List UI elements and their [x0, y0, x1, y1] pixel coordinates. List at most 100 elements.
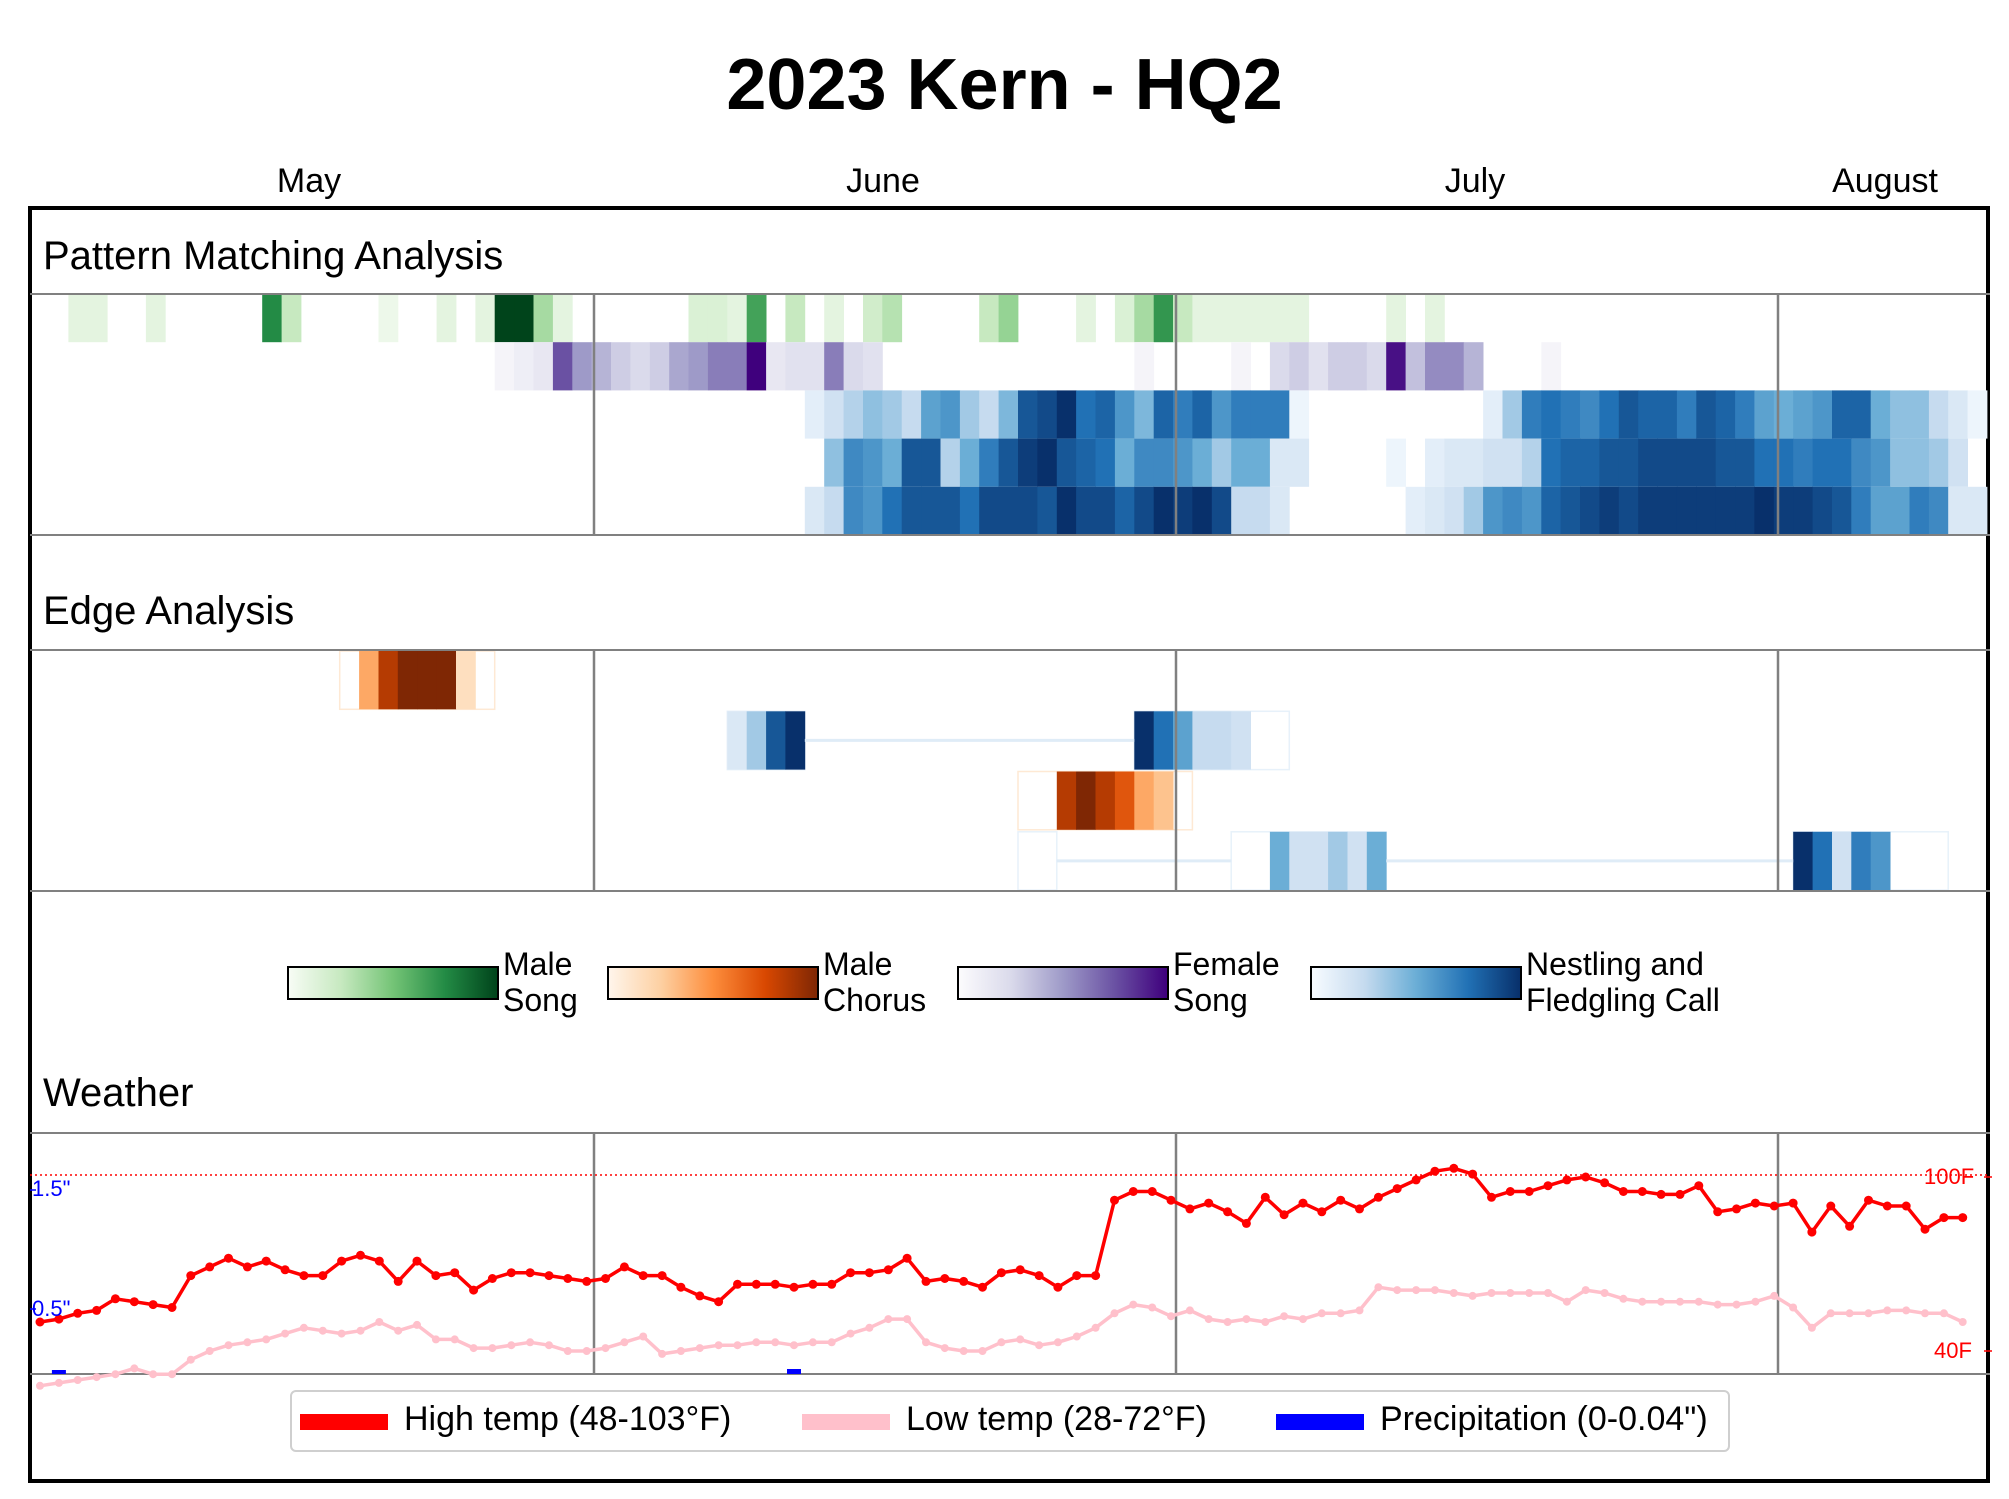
pattern-cell [1425, 294, 1445, 343]
high-temp-point [1128, 1187, 1138, 1196]
edge-cell [417, 651, 437, 710]
legend-label-low-temp: Low temp (28-72°F) [906, 1400, 1207, 1438]
low-temp-point [299, 1323, 308, 1332]
pattern-cell [863, 486, 883, 535]
edge-cell [1328, 831, 1348, 891]
pattern-cell [649, 342, 670, 391]
edge-cell [1832, 831, 1852, 891]
low-temp-point [375, 1318, 384, 1326]
pattern-cell [1793, 486, 1813, 535]
pattern-cell [940, 438, 961, 487]
pattern-cell [1560, 486, 1581, 535]
low-temp-point [1035, 1341, 1044, 1350]
low-temp-point [1430, 1286, 1439, 1295]
pattern-cell [1870, 390, 1891, 439]
pattern-cell [843, 438, 864, 487]
edge-cell [1231, 711, 1251, 770]
high-temp-point [261, 1256, 271, 1266]
high-temp-point [1392, 1184, 1402, 1194]
pattern-cell [1599, 390, 1620, 439]
pattern-cell [1114, 294, 1135, 343]
high-temp-point [337, 1256, 347, 1266]
pattern-cell [1444, 342, 1465, 391]
low-temp-point [1619, 1294, 1628, 1303]
high-temp-point [789, 1282, 799, 1292]
legend-bar-nestling-call [1310, 966, 1522, 1000]
pattern-cell [979, 486, 999, 535]
high-temp-point [1845, 1221, 1855, 1231]
month-label-june: June [846, 162, 920, 200]
edge-cell [1076, 771, 1096, 830]
low-temp-point [714, 1341, 723, 1350]
pattern-cell [1715, 390, 1736, 439]
high-temp-point [487, 1274, 497, 1283]
edge-cell [1870, 831, 1891, 891]
pattern-cell [1095, 438, 1116, 487]
pattern-cell [1192, 486, 1213, 535]
high-temp-point [1864, 1195, 1873, 1205]
pattern-cell [1754, 438, 1775, 487]
pattern-cell [1521, 390, 1542, 439]
low-temp-point [1299, 1315, 1307, 1324]
pattern-cell [746, 294, 767, 343]
pattern-cell [1463, 438, 1484, 487]
pattern-cell [998, 438, 1019, 487]
pattern-cell [475, 294, 496, 343]
low-temp-point [92, 1373, 101, 1382]
low-temp-point [318, 1326, 327, 1335]
high-temp-point [1600, 1178, 1610, 1188]
low-temp-point [54, 1378, 63, 1387]
low-temp-point [243, 1338, 252, 1347]
high-temp-point [1091, 1271, 1101, 1281]
low-temp-point [940, 1344, 949, 1353]
pattern-cell [1134, 342, 1155, 391]
pattern-cell [1231, 390, 1251, 439]
edge-cell [1153, 771, 1174, 830]
pattern-cell [1173, 294, 1193, 343]
pattern-cell [1289, 294, 1310, 343]
low-temp-point [771, 1338, 780, 1347]
edge-cell [1793, 831, 1813, 891]
pattern-cell [494, 342, 515, 391]
edge-cell [1211, 711, 1232, 770]
edge-cell [1173, 711, 1193, 770]
low-temp-point [1374, 1283, 1383, 1292]
pattern-cell [1909, 438, 1930, 487]
pattern-cell [1599, 438, 1620, 487]
weather-legend: High temp (48-103°F) Low temp (28-72°F) … [290, 1390, 1730, 1452]
low-temp-point [1958, 1318, 1967, 1326]
pattern-cell [1134, 438, 1155, 487]
low-temp-point [1751, 1297, 1760, 1306]
pattern-cell [1366, 342, 1387, 391]
legend-label-nestling-call: Nestling and Fledgling Call [1526, 946, 1720, 1018]
high-temp-point [393, 1276, 403, 1286]
high-temp-point [657, 1271, 667, 1281]
pattern-cell [1948, 486, 1968, 535]
low-temp-point [186, 1355, 195, 1364]
pattern-cell [1618, 390, 1639, 439]
high-temp-point [1430, 1166, 1440, 1176]
legend-label-female-song: Female Song [1173, 946, 1280, 1018]
low-temp-point [1921, 1309, 1929, 1318]
pattern-cell [1541, 342, 1562, 391]
pattern-cell [1444, 486, 1465, 535]
high-temp-point [92, 1305, 102, 1315]
high-temp-point [733, 1279, 742, 1289]
pattern-cell [824, 294, 844, 343]
pattern-cell [1269, 438, 1290, 487]
pattern-cell [785, 294, 806, 343]
high-temp-point [431, 1271, 441, 1281]
high-temp-point [864, 1268, 874, 1278]
high-temp-point [808, 1279, 818, 1289]
pattern-cell [1502, 486, 1523, 535]
low-temp-point [601, 1344, 610, 1353]
precip-tick-1-5: 1.5" [32, 1176, 71, 1201]
pattern-cell [824, 342, 844, 391]
legend-label-high-temp: High temp (48-103°F) [404, 1400, 732, 1438]
high-temp-point [1336, 1195, 1346, 1205]
pattern-cell [901, 390, 922, 439]
low-temp-point [865, 1323, 874, 1332]
legend-swatch-precip [1276, 1414, 1364, 1430]
low-temp-point [1223, 1318, 1232, 1326]
